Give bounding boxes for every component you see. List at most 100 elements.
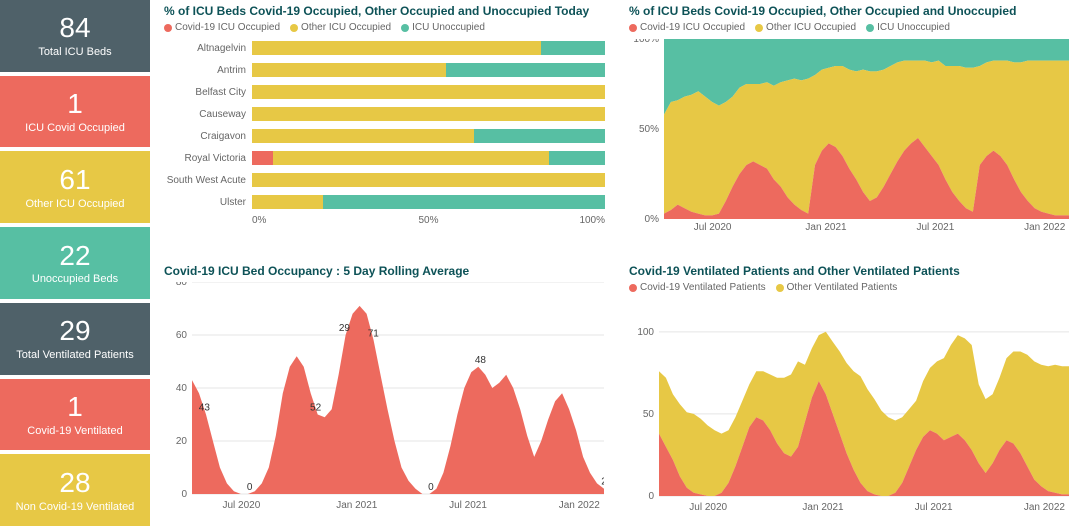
legend-item[interactable]: Covid-19 Ventilated Patients bbox=[629, 282, 766, 293]
hbar-seg-yellow bbox=[252, 195, 323, 209]
hbar-seg-yellow bbox=[252, 41, 541, 55]
kpi-value: 29 bbox=[59, 316, 90, 347]
panel-title: % of ICU Beds Covid-19 Occupied, Other O… bbox=[629, 4, 1070, 18]
svg-text:2: 2 bbox=[601, 477, 604, 488]
legend-label: Covid-19 Ventilated Patients bbox=[640, 282, 766, 293]
kpi-label: Covid-19 Ventilated bbox=[27, 425, 122, 437]
hbar-track bbox=[252, 129, 605, 143]
legend-item[interactable]: Other Ventilated Patients bbox=[776, 282, 898, 293]
svg-text:100: 100 bbox=[637, 327, 654, 338]
kpi-label: Non Covid-19 Ventilated bbox=[16, 501, 135, 513]
svg-text:Jan 2021: Jan 2021 bbox=[805, 222, 847, 233]
kpi-card[interactable]: 22 Unoccupied Beds bbox=[0, 227, 150, 303]
hbar-seg-teal bbox=[549, 151, 605, 165]
rolling-chart[interactable]: 0204060804305229710482Jul 2020Jan 2021Ju… bbox=[164, 282, 605, 512]
panel-rolling: Covid-19 ICU Bed Occupancy : 5 Day Rolli… bbox=[150, 260, 615, 530]
svg-text:100%: 100% bbox=[633, 39, 659, 45]
kpi-card[interactable]: 61 Other ICU Occupied bbox=[0, 151, 150, 227]
svg-text:Jul 2020: Jul 2020 bbox=[222, 500, 260, 511]
kpi-card[interactable]: 28 Non Covid-19 Ventilated bbox=[0, 454, 150, 530]
legend-item[interactable]: ICU Unoccupied bbox=[866, 22, 950, 33]
kpi-card[interactable]: 29 Total Ventilated Patients bbox=[0, 303, 150, 379]
hbar-row[interactable]: South West Acute bbox=[164, 171, 605, 189]
dashboard: 84 Total ICU Beds1 ICU Covid Occupied61 … bbox=[0, 0, 1080, 530]
hbar-seg-teal bbox=[541, 41, 605, 55]
legend-item[interactable]: Covid-19 ICU Occupied bbox=[629, 22, 745, 33]
svg-text:Jan 2022: Jan 2022 bbox=[1024, 502, 1066, 513]
legend-item[interactable]: ICU Unoccupied bbox=[401, 22, 485, 33]
charts-grid: % of ICU Beds Covid-19 Occupied, Other O… bbox=[150, 0, 1080, 530]
hbar-track bbox=[252, 85, 605, 99]
hbar-row[interactable]: Royal Victoria bbox=[164, 149, 605, 167]
svg-text:80: 80 bbox=[176, 282, 188, 288]
hbar-seg-red bbox=[252, 151, 273, 165]
svg-text:48: 48 bbox=[475, 355, 487, 366]
panel-hbar: % of ICU Beds Covid-19 Occupied, Other O… bbox=[150, 0, 615, 260]
hbar-row[interactable]: Craigavon bbox=[164, 127, 605, 145]
legend-swatch bbox=[866, 24, 874, 32]
hbar-label: Antrim bbox=[164, 65, 252, 76]
legend-swatch bbox=[776, 284, 784, 292]
kpi-label: Total Ventilated Patients bbox=[16, 349, 133, 361]
stacked-legend: Covid-19 ICU Occupied Other ICU Occupied I… bbox=[629, 22, 1070, 33]
svg-text:Jan 2021: Jan 2021 bbox=[802, 502, 844, 513]
svg-text:71: 71 bbox=[368, 328, 380, 339]
hbar-seg-yellow bbox=[252, 85, 605, 99]
svg-text:60: 60 bbox=[176, 330, 188, 341]
hbar-track bbox=[252, 63, 605, 77]
hbar-row[interactable]: Antrim bbox=[164, 61, 605, 79]
ventilated-chart[interactable]: 050100Jul 2020Jan 2021Jul 2021Jan 2022 bbox=[629, 299, 1070, 514]
svg-text:0: 0 bbox=[428, 482, 434, 493]
hbar-seg-yellow bbox=[252, 107, 605, 121]
legend-swatch bbox=[629, 284, 637, 292]
legend-label: Other ICU Occupied bbox=[301, 22, 391, 33]
svg-text:50%: 50% bbox=[639, 124, 659, 135]
svg-text:Jan 2022: Jan 2022 bbox=[559, 500, 601, 511]
svg-text:Jul 2020: Jul 2020 bbox=[689, 502, 727, 513]
svg-text:Jan 2022: Jan 2022 bbox=[1024, 222, 1066, 233]
hbar-label: Royal Victoria bbox=[164, 153, 252, 164]
svg-text:Jul 2021: Jul 2021 bbox=[916, 222, 954, 233]
legend-label: Other ICU Occupied bbox=[766, 22, 856, 33]
legend-swatch bbox=[164, 24, 172, 32]
hbar-label: Ulster bbox=[164, 197, 252, 208]
legend-item[interactable]: Other ICU Occupied bbox=[755, 22, 856, 33]
panel-ventilated: Covid-19 Ventilated Patients and Other V… bbox=[615, 260, 1080, 530]
hbar-seg-yellow bbox=[273, 151, 548, 165]
kpi-label: Other ICU Occupied bbox=[25, 198, 124, 210]
legend-swatch bbox=[755, 24, 763, 32]
kpi-value: 28 bbox=[59, 468, 90, 499]
kpi-value: 1 bbox=[67, 89, 83, 120]
svg-text:0: 0 bbox=[247, 482, 253, 493]
kpi-value: 84 bbox=[59, 13, 90, 44]
hbar-label: Belfast City bbox=[164, 87, 252, 98]
kpi-label: Total ICU Beds bbox=[38, 46, 111, 58]
hbar-seg-teal bbox=[446, 63, 605, 77]
stacked-chart[interactable]: 0%50%100%Jul 2020Jan 2021Jul 2021Jan 202… bbox=[629, 39, 1070, 234]
ventilated-legend: Covid-19 Ventilated Patients Other Ventil… bbox=[629, 282, 1070, 293]
panel-stacked: % of ICU Beds Covid-19 Occupied, Other O… bbox=[615, 0, 1080, 260]
kpi-value: 22 bbox=[59, 241, 90, 272]
hbar-row[interactable]: Causeway bbox=[164, 105, 605, 123]
hbar-seg-yellow bbox=[252, 129, 474, 143]
svg-text:52: 52 bbox=[310, 403, 322, 414]
hbar-axis: 0%50%100% bbox=[252, 215, 605, 226]
svg-text:50: 50 bbox=[643, 409, 655, 420]
hbar-row[interactable]: Belfast City bbox=[164, 83, 605, 101]
legend-item[interactable]: Other ICU Occupied bbox=[290, 22, 391, 33]
kpi-card[interactable]: 84 Total ICU Beds bbox=[0, 0, 150, 76]
panel-title: % of ICU Beds Covid-19 Occupied, Other O… bbox=[164, 4, 605, 18]
kpi-card[interactable]: 1 ICU Covid Occupied bbox=[0, 76, 150, 152]
svg-text:20: 20 bbox=[176, 436, 188, 447]
hbar-chart[interactable]: Altnagelvin Antrim Belfast City Causeway… bbox=[164, 39, 605, 226]
kpi-label: Unoccupied Beds bbox=[32, 273, 118, 285]
hbar-row[interactable]: Ulster bbox=[164, 193, 605, 211]
hbar-row[interactable]: Altnagelvin bbox=[164, 39, 605, 57]
legend-item[interactable]: Covid-19 ICU Occupied bbox=[164, 22, 280, 33]
legend-label: Other Ventilated Patients bbox=[787, 282, 898, 293]
legend-swatch bbox=[290, 24, 298, 32]
svg-text:43: 43 bbox=[199, 403, 211, 414]
kpi-card[interactable]: 1 Covid-19 Ventilated bbox=[0, 379, 150, 455]
kpi-label: ICU Covid Occupied bbox=[25, 122, 125, 134]
svg-text:0: 0 bbox=[181, 489, 187, 500]
